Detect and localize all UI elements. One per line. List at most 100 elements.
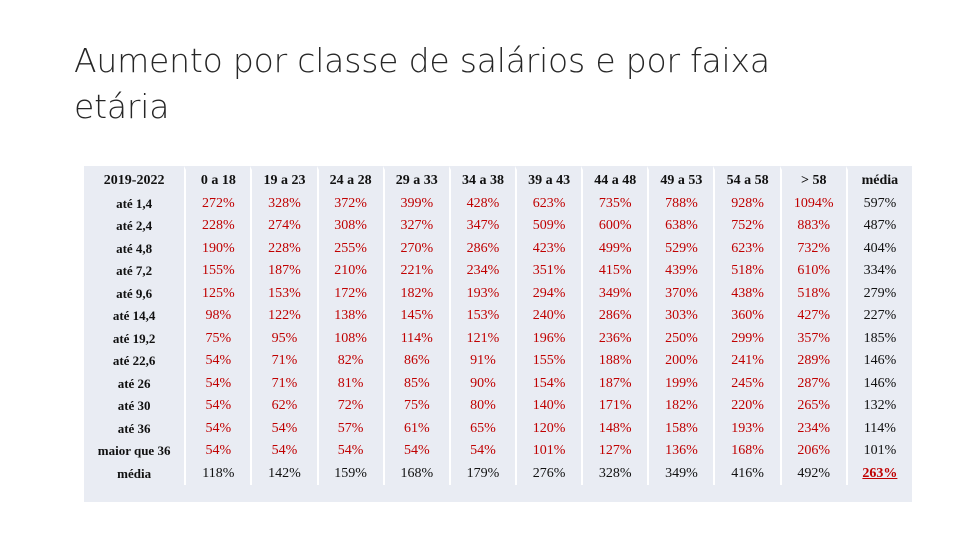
table-cell: 328% [581,462,647,485]
table-cell: 623% [515,192,581,215]
table-row: até 9,6 125% 153% 172% 182% 193% 294% 349% 370% 4… [84,282,912,305]
average-cell: 185% [845,327,912,350]
table-cell: 423% [515,237,581,260]
table-cell: 187% [250,260,316,283]
table-row: até 19,2 75% 95% 108% 114% 121% 196% 236% 250% 29… [84,327,912,350]
table-cell: 428% [448,192,515,215]
table-cell: 171% [581,395,647,418]
header-age-band: 49 a 53 [647,166,714,193]
table-cell: 234% [448,260,515,283]
header-age-band: 29 a 33 [382,166,449,193]
table-cell: 610% [779,260,846,283]
table-cell: 928% [713,192,779,215]
page-title: Aumento por classe de salários e por fai… [74,41,770,126]
table-cell: 98% [184,305,250,328]
table-cell: 91% [448,350,515,373]
table-cell: 86% [382,350,449,373]
table-cell: 71% [250,350,316,373]
table-cell: 438% [713,282,779,305]
table-cell: 57% [316,417,383,440]
table-cell: 168% [713,440,779,463]
average-cell: 146% [845,372,912,395]
table-cell: 136% [647,440,713,463]
table-cell: 255% [316,237,383,260]
table-cell: 75% [382,395,449,418]
average-cell: 404% [845,237,912,260]
table-row: até 36 54% 54% 57% 61% 65% 120% 148% 158% 193% 234… [84,417,912,440]
table-cell: 127% [581,440,647,463]
table-cell: 193% [448,282,515,305]
header-age-band: 19 a 23 [250,166,317,193]
table-cell: 372% [316,192,383,215]
table-cell: 142% [250,462,316,485]
table-cell: 148% [581,417,647,440]
table-cell: 138% [316,305,383,328]
table-row: até 30 54% 62% 72% 75% 80% 140% 171% 182% 220% 265… [84,395,912,418]
table-cell: 735% [581,192,647,215]
table-header-row: 2019-2022 0 a 18 19 a 23 24 a 28 29 a 33 34 a… [84,166,912,193]
table-cell: 250% [647,327,713,350]
table-cell: 752% [713,215,779,238]
table-cell: 529% [647,237,713,260]
table-cell: 349% [647,462,713,485]
table-cell: 145% [382,305,449,328]
average-cell: 227% [845,305,912,328]
table-cell: 220% [713,395,779,418]
table-cell: 120% [515,417,581,440]
header-age-band: 54 a 58 [713,166,780,193]
table-cell: 153% [448,305,515,328]
table-row: até 2,4 228% 274% 308% 327% 347% 509% 600% 638% 7… [84,215,912,238]
average-cell: 132% [845,395,912,418]
table-cell: 75% [184,327,250,350]
table-cell: 518% [713,260,779,283]
table-cell: 54% [184,395,250,418]
table-cell: 62% [250,395,316,418]
table-cell: 159% [316,462,383,485]
table-cell: 108% [316,327,383,350]
average-cell: 334% [845,260,912,283]
header-age-band: 39 a 43 [515,166,582,193]
table-cell: 182% [647,395,713,418]
table-cell: 228% [250,237,316,260]
header-period: 2019-2022 [84,166,185,193]
table-cell: 206% [779,440,846,463]
table-cell: 416% [713,462,779,485]
table-cell: 190% [184,237,250,260]
table-cell: 54% [184,417,250,440]
table-cell: 54% [184,440,250,463]
table-row: média 118% 142% 159% 168% 179% 276% 328% 349% 416… [84,462,912,485]
row-label: maior que 36 [97,443,171,459]
table-cell: 600% [581,215,647,238]
table-cell: 518% [779,282,846,305]
table-cell: 286% [581,305,647,328]
row-label: até 9,6 [116,285,153,301]
table-cell: 54% [448,440,515,463]
table-cell: 499% [581,237,647,260]
table-cell: 121% [448,327,515,350]
table-cell: 732% [779,237,846,260]
table-cell: 241% [713,350,779,373]
row-label: até 1,4 [116,195,153,211]
table-cell: 125% [184,282,250,305]
table-cell: 179% [448,462,515,485]
table-row: até 1,4 272% 328% 372% 399% 428% 623% 735% 788% 9… [84,192,912,215]
table-cell: 370% [647,282,713,305]
average-cell: 114% [845,417,912,440]
table-cell: 54% [250,417,316,440]
table-cell: 439% [647,260,713,283]
table-cell: 351% [515,260,581,283]
salary-increase-table: 2019-2022 0 a 18 19 a 23 24 a 28 29 a 33 34 a… [84,166,912,502]
table-cell: 638% [647,215,713,238]
row-label: até 14,4 [112,308,156,324]
table-row: até 7,2 155% 187% 210% 221% 234% 351% 415% 439% 5… [84,260,912,283]
table-cell: 210% [316,260,383,283]
average-cell: 146% [845,350,912,373]
table-cell: 54% [382,440,449,463]
table-cell: 399% [382,192,449,215]
table-cell: 272% [184,192,250,215]
table-cell: 199% [647,372,713,395]
data-table: 2019-2022 0 a 18 19 a 23 24 a 28 29 a 33 34 a… [84,166,912,485]
table-cell: 168% [382,462,449,485]
header-age-band: 34 a 38 [448,166,516,193]
row-label: até 19,2 [112,330,156,346]
